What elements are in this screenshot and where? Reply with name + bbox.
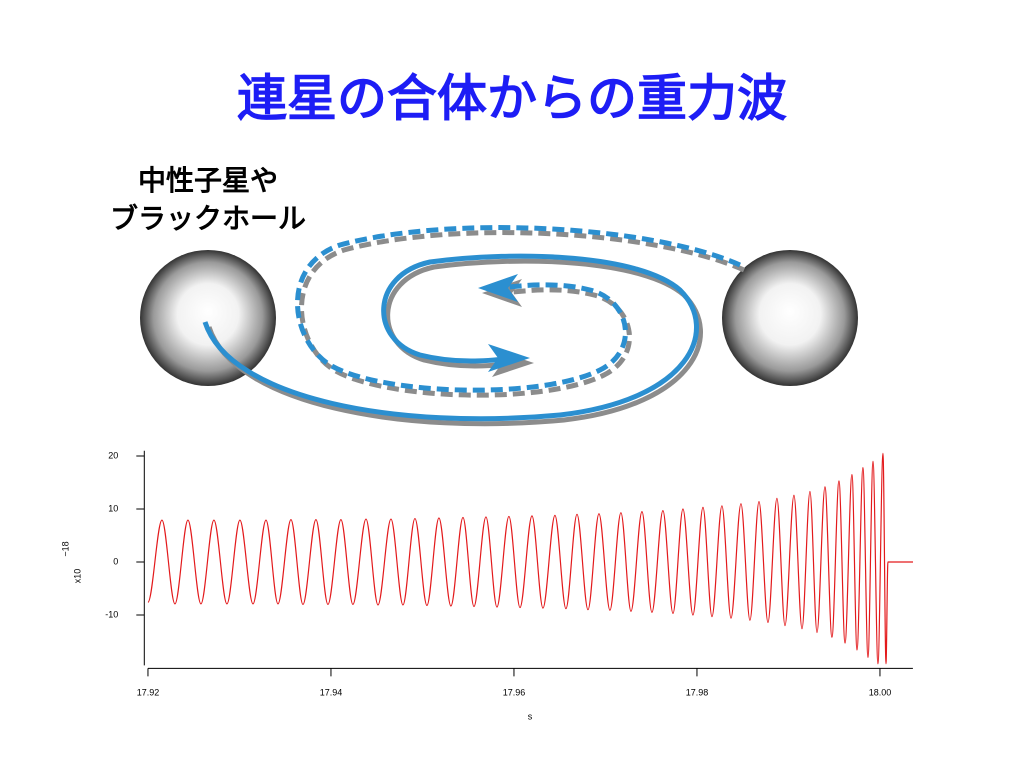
slide-title: 連星の合体からの重力波: [237, 70, 787, 128]
y-tick-label: 20: [108, 450, 118, 460]
y-axis-exponent: −18: [60, 541, 70, 556]
spiral: [202, 225, 742, 422]
y-tick-label: 10: [108, 503, 118, 513]
x-tick-label: 17.92: [137, 688, 160, 698]
arrowhead: [488, 344, 530, 372]
y-tick-label: 0: [113, 556, 118, 566]
star: [722, 250, 858, 386]
diagram-label: 中性子星や: [138, 164, 278, 197]
waveform: [147, 452, 913, 665]
waveform-chart: s x10 −18 17.92 17.94 17.96 17.98 18.00 20 10 0…: [60, 450, 913, 721]
y-axis-label: x10: [72, 569, 82, 584]
x-tick-label: 17.94: [320, 688, 343, 698]
x-axis-label: s: [528, 711, 533, 721]
x-tick-label: 17.98: [686, 688, 709, 698]
arrowhead: [478, 274, 518, 302]
x-tick-label: 17.96: [503, 688, 526, 698]
diagram-label: ブラックホール: [110, 202, 306, 235]
star: [140, 250, 276, 386]
spiral-shadow: [206, 230, 746, 427]
x-tick-label: 18.00: [869, 688, 892, 698]
y-tick-label: -10: [105, 609, 118, 619]
binary-diagram: [140, 225, 858, 427]
